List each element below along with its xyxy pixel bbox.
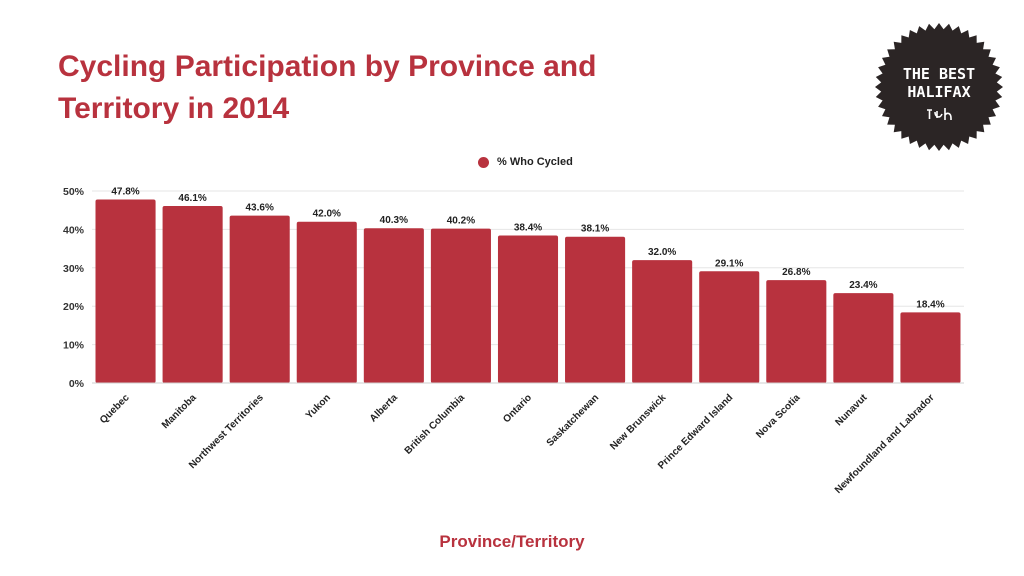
bar <box>632 260 693 383</box>
bar <box>900 312 961 383</box>
data-label: 23.4% <box>849 280 877 291</box>
the-best-halifax-badge: THE BEST HALIFAX <box>874 22 1004 152</box>
bar <box>229 215 290 383</box>
data-label: 47.8% <box>111 186 139 197</box>
chart-title: Cycling Participation by Province and Te… <box>58 50 597 125</box>
data-label: 43.6% <box>246 203 274 214</box>
data-label: 42.0% <box>313 209 341 220</box>
data-label: 26.8% <box>782 267 810 278</box>
x-tick-label: Yukon <box>304 392 333 421</box>
bar <box>296 221 357 383</box>
bar <box>699 271 760 383</box>
bar <box>766 280 827 383</box>
legend-label: % Who Cycled <box>497 156 573 168</box>
data-label: 38.1% <box>581 224 609 235</box>
chart-legend: % Who Cycled <box>478 156 573 168</box>
x-tick-label: Ontario <box>501 392 534 425</box>
data-label: 40.3% <box>380 215 408 226</box>
x-tick-label: Nunavut <box>833 392 870 429</box>
y-tick-label: 50% <box>63 186 85 198</box>
badge-line-1: THE BEST <box>903 65 975 83</box>
x-tick-label: Nova Scotia <box>754 392 803 441</box>
x-tick-label: Saskatchewan <box>545 392 602 449</box>
halifax-logo-mark-icon <box>927 108 952 120</box>
badge-graphic: THE BEST HALIFAX <box>875 23 1003 151</box>
bar <box>363 228 424 383</box>
x-tick-label: British Columbia <box>403 392 468 457</box>
data-label: 40.2% <box>447 216 475 227</box>
bar <box>95 199 156 383</box>
x-axis-label: Province/Territory <box>439 532 585 551</box>
x-tick-label: Quebec <box>98 392 132 426</box>
y-tick-label: 0% <box>69 378 85 390</box>
x-tick-label: Northwest Territories <box>187 392 266 471</box>
x-tick-label: Manitoba <box>160 392 199 431</box>
legend-swatch <box>478 156 489 168</box>
bar <box>497 235 559 383</box>
data-label: 46.1% <box>178 193 206 204</box>
bar <box>565 236 626 383</box>
badge-line-2: HALIFAX <box>907 83 970 101</box>
x-tick-label: Prince Edward Island <box>656 392 735 471</box>
data-label: 38.4% <box>514 223 542 234</box>
x-tick-label: Alberta <box>368 392 400 424</box>
y-tick-label: 20% <box>63 301 85 313</box>
x-tick-label: New Brunswick <box>608 392 668 452</box>
bar <box>430 228 491 383</box>
bar <box>162 205 223 383</box>
badge-seal-shape <box>875 23 1003 151</box>
y-tick-label: 40% <box>63 224 85 236</box>
y-tick-label: 10% <box>63 340 85 352</box>
data-label: 29.1% <box>715 258 743 269</box>
data-label: 32.0% <box>648 247 676 258</box>
bar <box>833 293 894 383</box>
y-tick-label: 30% <box>63 263 85 275</box>
data-label: 18.4% <box>916 299 944 310</box>
